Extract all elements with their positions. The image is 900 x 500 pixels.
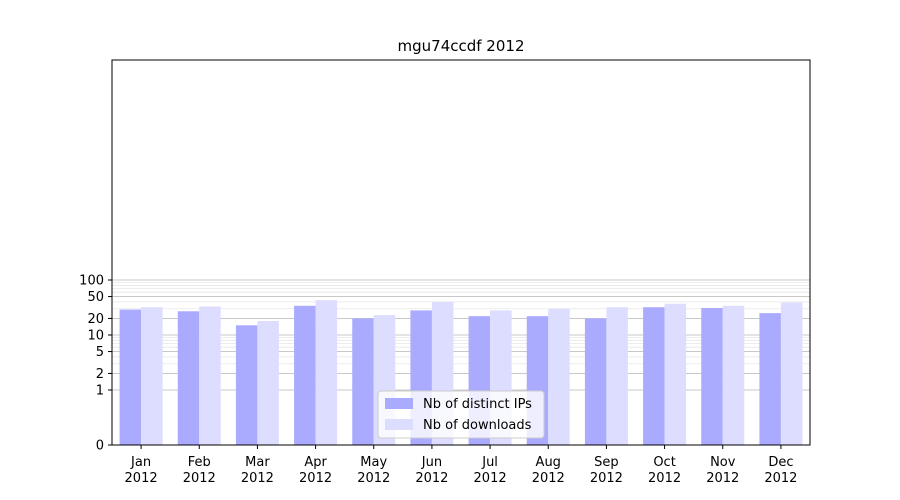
grid-layer — [112, 279, 810, 391]
y-tick-label: 50 — [87, 290, 104, 305]
bar-distinct-ips — [235, 325, 258, 445]
y-tick-label: 0 — [96, 439, 104, 454]
y-tick-label: 5 — [96, 345, 104, 360]
x-tick-label: May 2012 — [357, 455, 390, 486]
y-tick-label: 10 — [87, 329, 104, 344]
plot-area-frame — [111, 59, 811, 446]
y-tick-label: 1 — [96, 384, 104, 399]
bar-distinct-ips — [759, 313, 781, 445]
x-tick-label: Apr 2012 — [299, 455, 332, 486]
bar-downloads — [548, 308, 570, 445]
legend-label: Nb of downloads — [423, 418, 532, 433]
bar-downloads — [780, 302, 803, 445]
bar-distinct-ips — [643, 307, 665, 445]
y-tick-label: 100 — [79, 274, 104, 289]
x-tick-label: Nov 2012 — [706, 455, 739, 486]
chart-title: mgu74ccdf 2012 — [398, 37, 525, 55]
bar-distinct-ips — [294, 305, 316, 445]
bar-downloads — [315, 300, 338, 445]
x-tick-label: Aug 2012 — [532, 455, 565, 486]
x-tick-label: Jun 2012 — [415, 455, 448, 486]
x-tick-label: Jul 2012 — [474, 455, 507, 486]
bar-downloads — [664, 303, 687, 445]
bar-distinct-ips — [177, 311, 200, 445]
x-tick-label: Sep 2012 — [590, 455, 623, 486]
bar-downloads — [141, 307, 163, 445]
y-tick-label: 2 — [96, 367, 104, 382]
bar-distinct-ips — [119, 309, 142, 445]
x-tick-label: Dec 2012 — [764, 455, 797, 486]
bar-distinct-ips — [352, 318, 374, 445]
bar-downloads — [606, 307, 628, 445]
legend-box — [377, 390, 545, 439]
bar-downloads — [199, 306, 221, 445]
legend-swatch — [385, 398, 413, 409]
x-axis: Jan 2012 Feb 2012 Mar 2012 Apr 2012 May 2012 Jun 20… — [125, 445, 797, 486]
bar-downloads — [722, 305, 745, 445]
x-tick-label: Feb 2012 — [183, 455, 216, 486]
bar-distinct-ips — [584, 318, 607, 445]
bar-distinct-ips — [701, 307, 723, 445]
legend-label: Nb of distinct IPs — [423, 397, 532, 412]
x-tick-label: Mar 2012 — [241, 455, 274, 486]
bar-downloads — [257, 320, 279, 445]
x-tick-label: Jan 2012 — [125, 455, 158, 486]
y-tick-label: 20 — [87, 312, 104, 327]
x-tick-label: Oct 2012 — [648, 455, 681, 486]
legend-swatch — [385, 419, 413, 430]
legend: Nb of distinct IPs Nb of downloads — [377, 390, 545, 439]
